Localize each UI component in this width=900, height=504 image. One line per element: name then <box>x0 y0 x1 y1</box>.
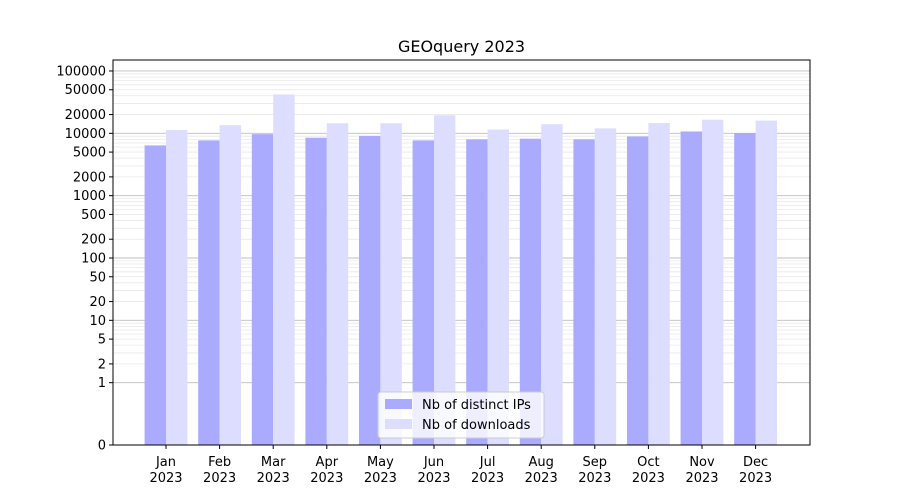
x-tick-label-year: 2023 <box>632 471 665 486</box>
x-tick-label-year: 2023 <box>471 471 504 486</box>
x-tick-label-month: Feb <box>208 455 231 470</box>
legend-label: Nb of downloads <box>422 418 531 433</box>
y-tick-label: 100000 <box>56 64 106 79</box>
y-tick-label: 50 <box>89 270 106 285</box>
x-tick-label-year: 2023 <box>310 471 343 486</box>
y-tick-label: 0 <box>98 439 106 454</box>
x-tick-label-year: 2023 <box>417 471 450 486</box>
legend-swatch <box>385 419 412 429</box>
y-tick-label: 100 <box>81 251 106 266</box>
y-axis: 0 1 2 5 10 20 50 100 200 500 1000 2000 5000 10000 2000… <box>56 64 113 454</box>
bar-downloads-jun <box>434 115 456 445</box>
bar-distinct-ips-oct <box>627 136 649 446</box>
bar-downloads-may <box>380 123 402 445</box>
bar-distinct-ips-aug <box>519 138 542 445</box>
bar-distinct-ips-feb <box>198 140 220 446</box>
y-tick-label: 50000 <box>65 83 106 98</box>
x-tick-label-year: 2023 <box>685 471 718 486</box>
bar-distinct-ips-jul <box>466 139 488 445</box>
y-tick-label: 1 <box>98 376 106 391</box>
x-tick-label-month: Jan <box>155 455 176 470</box>
bar-distinct-ips-jun <box>412 140 434 446</box>
bar-distinct-ips-may <box>359 135 381 445</box>
y-tick-label: 10000 <box>65 127 106 142</box>
legend-swatch <box>385 399 412 409</box>
bar-downloads-mar <box>273 94 295 446</box>
x-tick-label-month: Dec <box>743 455 768 470</box>
y-tick-label: 2 <box>98 357 106 372</box>
y-tick-label: 10 <box>89 314 106 329</box>
bar-distinct-ips-nov <box>680 131 702 445</box>
bar-downloads-feb <box>219 125 241 446</box>
bar-distinct-ips-dec <box>734 133 756 446</box>
legend-label: Nb of distinct IPs <box>422 398 531 413</box>
x-tick-label-year: 2023 <box>203 471 236 486</box>
x-tick-label-month: Mar <box>261 455 286 470</box>
x-tick-label-month: Apr <box>316 455 339 470</box>
legend: Nb of distinct IPs Nb of downloads <box>377 391 545 439</box>
x-tick-label-month: Aug <box>529 455 554 470</box>
legend-box <box>377 391 545 439</box>
plot-frame <box>112 59 811 446</box>
x-tick-label-year: 2023 <box>578 471 611 486</box>
y-tick-label: 5000 <box>73 146 106 161</box>
x-tick-label-month: May <box>367 455 394 470</box>
bar-downloads-dec <box>755 120 777 445</box>
bar-distinct-ips-sep <box>573 139 595 445</box>
x-tick-label-year: 2023 <box>257 471 290 486</box>
bar-distinct-ips-apr <box>305 137 327 445</box>
bar-distinct-ips-mar <box>251 134 274 446</box>
bar-distinct-ips-jan <box>144 145 166 446</box>
y-tick-label: 20 <box>89 295 106 310</box>
x-tick-label-month: Jun <box>423 455 444 470</box>
y-tick-label: 500 <box>81 208 106 223</box>
x-tick-label-year: 2023 <box>739 471 772 486</box>
bar-downloads-jan <box>166 130 188 445</box>
chart-title: GEOquery 2023 <box>398 37 525 56</box>
bars-layer <box>144 94 777 446</box>
y-tick-label: 2000 <box>73 170 106 185</box>
bar-downloads-sep <box>594 128 617 446</box>
bar-downloads-apr <box>326 123 349 445</box>
bar-downloads-aug <box>541 124 563 445</box>
bar-downloads-nov <box>702 119 724 445</box>
x-tick-label-year: 2023 <box>525 471 558 486</box>
x-axis: Jan2023Feb2023Mar2023Apr2023May2023Jun20… <box>149 445 772 486</box>
bar-downloads-jul <box>487 129 509 445</box>
y-tick-label: 1000 <box>73 189 106 204</box>
x-tick-label-year: 2023 <box>149 471 182 486</box>
x-tick-label-year: 2023 <box>364 471 397 486</box>
x-tick-label-month: Nov <box>689 455 715 470</box>
y-tick-label: 5 <box>98 333 106 348</box>
y-tick-label: 200 <box>81 233 106 248</box>
x-tick-label-month: Oct <box>637 455 659 470</box>
y-tick-label: 20000 <box>65 108 106 123</box>
x-tick-label-month: Sep <box>583 455 608 470</box>
x-tick-label-month: Jul <box>479 455 496 470</box>
bar-downloads-oct <box>648 123 670 445</box>
